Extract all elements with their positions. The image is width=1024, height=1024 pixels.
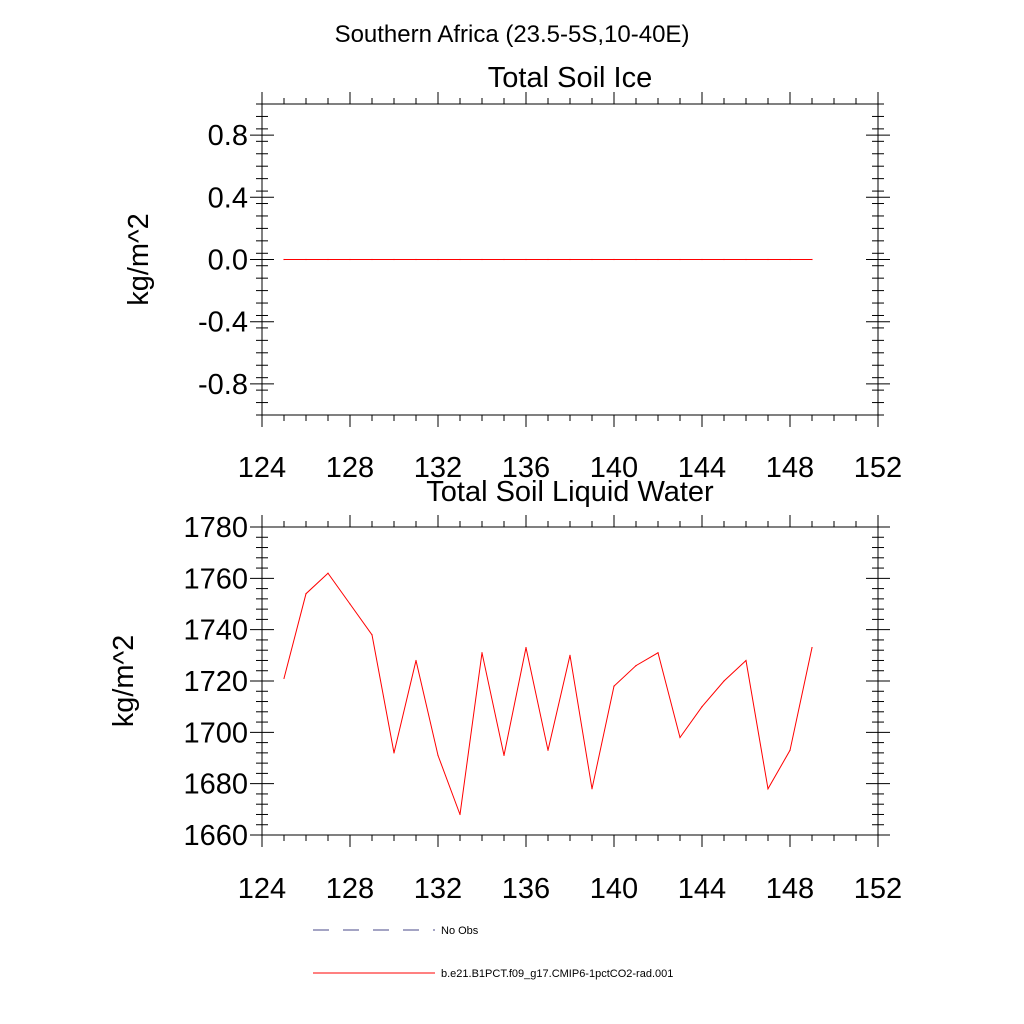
series-point (547, 258, 549, 261)
x-tick-label: 128 (326, 452, 374, 484)
series-point (767, 788, 769, 790)
series-point (745, 258, 747, 261)
series-point (349, 603, 351, 605)
series-line (283, 572, 813, 815)
series-point (547, 749, 549, 751)
series-point (569, 654, 571, 656)
series-point (503, 754, 505, 757)
panel-total-soil-ice: Total Soil Ice 124 128 132 136 140 144 148 152 -0… (123, 62, 902, 484)
series-point (525, 647, 527, 649)
series-point (459, 813, 461, 816)
series-point (481, 652, 483, 654)
series-point (371, 258, 373, 261)
y-tick-label: 0.4 (208, 182, 248, 214)
x-tick-label: 136 (502, 873, 550, 905)
y-tick-label: 0.8 (208, 120, 248, 152)
y-axis-label: kg/m^2 (108, 635, 140, 728)
series-point (327, 258, 329, 261)
panel-total-soil-liquid-water: Total Soil Liquid Water 124 128 132 136 140 14… (108, 476, 902, 905)
x-tick-label: 148 (766, 873, 814, 905)
series-point (635, 665, 637, 667)
y-tick-label: -0.4 (198, 307, 248, 339)
series-point (679, 736, 681, 739)
y-tick-label: 1700 (183, 717, 248, 749)
series-point (283, 677, 285, 680)
legend: No Obs b.e21.B1PCT.f09_g17.CMIP6-1pctCO2… (313, 925, 673, 980)
series-point (591, 258, 593, 261)
panel-title: Total Soil Ice (488, 62, 652, 94)
series-point (701, 706, 703, 708)
series-point (437, 258, 439, 261)
x-tick-label: 132 (414, 452, 462, 484)
y-tick-label: 1760 (183, 563, 248, 595)
x-tick-label: 136 (502, 452, 550, 484)
x-tick-label: 128 (326, 873, 374, 905)
x-tick-label: 144 (678, 452, 726, 484)
panel-title: Total Soil Liquid Water (426, 476, 714, 508)
series-point (327, 572, 329, 574)
x-tick-label: 140 (590, 452, 638, 484)
series-point (349, 258, 351, 261)
y-tick-label: 1740 (183, 615, 248, 647)
series-point (657, 652, 659, 654)
series-point (679, 258, 681, 261)
y-tick-label: 0.0 (208, 245, 248, 277)
series-point (767, 258, 769, 261)
x-tick-label: 152 (854, 873, 902, 905)
plot-frame (261, 526, 879, 836)
series-point (415, 659, 417, 662)
x-tick-label: 148 (766, 452, 814, 484)
series-point (481, 258, 483, 261)
series-point (393, 752, 395, 754)
series-point (635, 258, 637, 261)
series-point (789, 749, 791, 751)
series-point (283, 258, 285, 261)
series-point (437, 754, 439, 757)
series-point (459, 258, 461, 261)
series-point (371, 634, 373, 636)
y-tick-label: 1780 (183, 512, 248, 544)
y-tick-label: 1680 (183, 769, 248, 801)
x-tick-label: 132 (414, 873, 462, 905)
region-title: Southern Africa (23.5-5S,10-40E) (335, 21, 690, 48)
series-point (503, 258, 505, 261)
y-axis-label: kg/m^2 (123, 213, 155, 306)
series-point (393, 258, 395, 261)
series-point (525, 258, 527, 261)
legend-label-model: b.e21.B1PCT.f09_g17.CMIP6-1pctCO2-rad.00… (441, 968, 673, 980)
x-tick-label: 144 (678, 873, 726, 905)
series-point (811, 647, 813, 649)
series-point (415, 258, 417, 261)
series-point (613, 685, 615, 687)
series-point (569, 258, 571, 261)
y-tick-label: -0.8 (198, 369, 248, 401)
series-point (613, 258, 615, 261)
y-tick-label: 1720 (183, 666, 248, 698)
x-tick-label: 152 (854, 452, 902, 484)
x-tick-label: 140 (590, 873, 638, 905)
series-point (811, 258, 813, 261)
series-point (723, 680, 725, 682)
legend-label-no-obs: No Obs (441, 925, 479, 937)
series-point (305, 593, 307, 595)
series-point (789, 258, 791, 261)
series-point (657, 258, 659, 261)
series-point (745, 659, 747, 662)
series-point (723, 258, 725, 261)
x-tick-label: 124 (238, 452, 286, 484)
series-point (701, 258, 703, 261)
x-tick-label: 124 (238, 873, 286, 905)
y-tick-label: 1660 (183, 820, 248, 852)
series-point (305, 258, 307, 261)
series-point (591, 788, 593, 790)
